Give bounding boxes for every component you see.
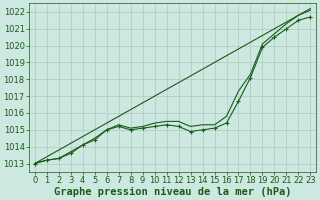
X-axis label: Graphe pression niveau de la mer (hPa): Graphe pression niveau de la mer (hPa)	[54, 186, 291, 197]
